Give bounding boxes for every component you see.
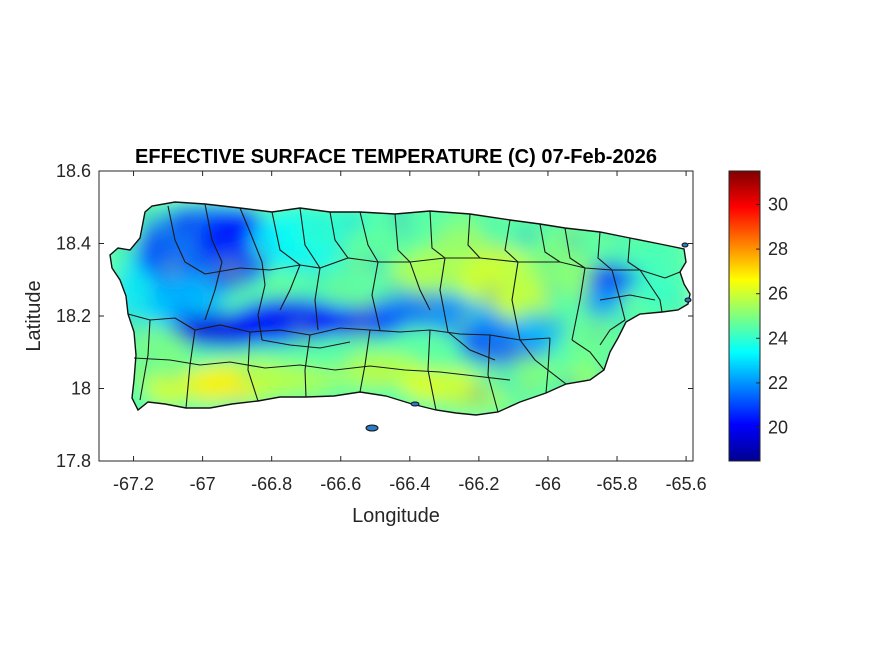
- island-heat-field: [110, 202, 690, 415]
- offshore-islets: [365, 242, 692, 432]
- islet: [684, 297, 692, 303]
- y-axis-label: Latitude: [23, 280, 45, 351]
- y-tick-label: 17.8: [56, 451, 91, 471]
- x-tick-label: -66.6: [320, 474, 361, 494]
- colorbar-tick-label: 20: [768, 418, 788, 438]
- x-tick-label: -66.2: [458, 474, 499, 494]
- x-tick-label: -67: [190, 474, 216, 494]
- y-tick-label: 18.6: [56, 161, 91, 181]
- colorbar-tick-label: 26: [768, 284, 788, 304]
- island-outline: [109, 201, 691, 416]
- islet: [365, 424, 379, 432]
- colorbar-tick-label: 28: [768, 239, 788, 259]
- colorbar-gradient: [728, 170, 761, 462]
- colorbar-ticks: 20 22 24 26 28 30: [756, 194, 788, 438]
- y-tick-label: 18.2: [56, 306, 91, 326]
- colorbar-tick-label: 22: [768, 373, 788, 393]
- islet: [410, 401, 420, 407]
- y-axis-ticks: 17.8 18 18.2 18.4 18.6: [56, 161, 693, 471]
- x-axis-label: Longitude: [352, 505, 440, 527]
- colorbar-tick-label: 30: [768, 194, 788, 214]
- x-tick-label: -66: [535, 474, 561, 494]
- y-tick-label: 18: [71, 379, 91, 399]
- map-axes: -67.2 -67 -66.8 -66.6 -66.4 -66.2 -66 -65.8 -65.…: [23, 146, 707, 527]
- x-tick-label: -65.8: [597, 474, 638, 494]
- municipal-boundaries: [127, 203, 681, 413]
- x-axis-ticks: -67.2 -67 -66.8 -66.6 -66.4 -66.2 -66 -65.8 -65.…: [113, 171, 707, 494]
- y-tick-label: 18.4: [56, 234, 91, 254]
- colorbar: 20 22 24 26 28 30: [728, 170, 788, 462]
- colorbar-tick-label: 24: [768, 328, 788, 348]
- x-tick-label: -66.4: [389, 474, 430, 494]
- chart-title: EFFECTIVE SURFACE TEMPERATURE (C) 07-Feb…: [135, 146, 657, 168]
- x-tick-label: -65.6: [666, 474, 707, 494]
- islet: [681, 242, 689, 248]
- x-tick-label: -67.2: [113, 474, 154, 494]
- x-tick-label: -66.8: [251, 474, 292, 494]
